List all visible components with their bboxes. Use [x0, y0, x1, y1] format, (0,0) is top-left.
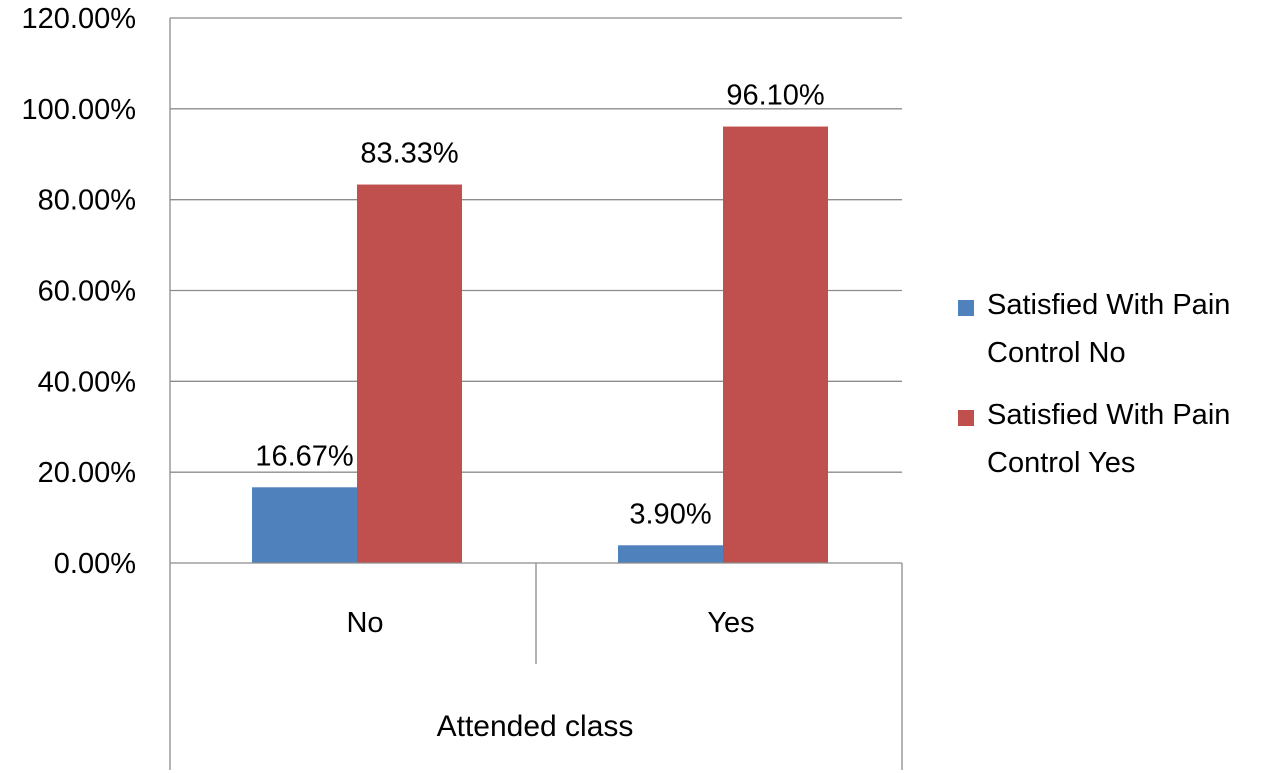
data-label: 3.90% — [629, 498, 711, 530]
bars — [252, 126, 828, 564]
data-labels: 16.67% 83.33% 3.90% 96.10% — [255, 80, 824, 531]
x-tick-label: No — [346, 607, 383, 639]
bar-blue-yes — [618, 545, 723, 563]
legend-swatch — [958, 410, 974, 426]
data-label: 83.33% — [360, 138, 458, 170]
legend-label: Control No — [987, 337, 1126, 369]
legend-swatch — [958, 300, 974, 316]
x-tick-label: Yes — [707, 607, 754, 639]
legend-label: Satisfied With Pain — [987, 289, 1230, 321]
y-tick-label: 0.00% — [54, 548, 136, 580]
x-axis-title: Attended class — [437, 710, 634, 743]
legend-label: Control Yes — [987, 447, 1135, 479]
axes — [169, 18, 903, 770]
bar-red-yes — [723, 126, 828, 563]
x-axis-tick-labels: No Yes — [346, 607, 754, 639]
data-label: 16.67% — [255, 440, 353, 472]
y-tick-label: 80.00% — [38, 185, 136, 217]
y-tick-label: 40.00% — [38, 366, 136, 398]
bar-red-no — [357, 184, 462, 564]
y-tick-label: 120.00% — [22, 3, 137, 35]
legend-label: Satisfied With Pain — [987, 399, 1230, 431]
bar-blue-no — [252, 487, 357, 563]
y-axis-tick-labels: 0.00% 20.00% 40.00% 60.00% 80.00% 100.00% 120.… — [22, 3, 137, 580]
legend: Satisfied With Pain Control No Satisfied W… — [958, 289, 1230, 479]
data-label: 96.10% — [726, 80, 824, 112]
y-tick-label: 60.00% — [38, 276, 136, 308]
y-tick-label: 20.00% — [38, 457, 136, 489]
y-tick-label: 100.00% — [22, 94, 137, 126]
